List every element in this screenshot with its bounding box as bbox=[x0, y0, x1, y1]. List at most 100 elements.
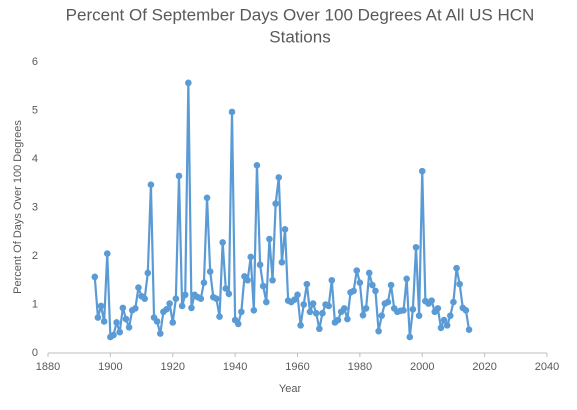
y-tick-label: 2 bbox=[32, 250, 38, 262]
y-tick-label: 1 bbox=[32, 298, 38, 310]
point bbox=[281, 226, 289, 233]
point bbox=[465, 326, 473, 334]
point bbox=[125, 323, 133, 331]
point bbox=[353, 267, 361, 274]
point bbox=[213, 295, 220, 302]
point bbox=[175, 172, 183, 180]
point bbox=[103, 250, 111, 257]
point bbox=[200, 279, 208, 286]
point bbox=[297, 322, 304, 329]
point bbox=[259, 282, 267, 290]
x-tick-label: 2000 bbox=[410, 361, 434, 373]
point bbox=[97, 302, 105, 310]
point bbox=[294, 291, 301, 299]
series-line bbox=[93, 82, 471, 339]
point bbox=[328, 276, 336, 284]
point bbox=[256, 261, 264, 269]
point bbox=[266, 235, 273, 243]
point bbox=[365, 269, 373, 277]
point bbox=[113, 319, 120, 326]
point bbox=[197, 295, 205, 302]
point bbox=[450, 298, 457, 306]
point bbox=[228, 108, 236, 116]
point bbox=[375, 327, 382, 335]
point bbox=[440, 316, 448, 324]
y-tick-label: 0 bbox=[32, 347, 38, 359]
point bbox=[340, 305, 348, 312]
point bbox=[378, 312, 386, 319]
point bbox=[225, 290, 233, 298]
x-tick-label: 1940 bbox=[223, 361, 247, 373]
point bbox=[172, 295, 180, 302]
point bbox=[263, 298, 270, 306]
point bbox=[206, 268, 214, 275]
point bbox=[400, 307, 407, 314]
point bbox=[291, 296, 298, 303]
point bbox=[222, 285, 230, 292]
point bbox=[319, 309, 326, 317]
point bbox=[428, 297, 435, 304]
point bbox=[238, 308, 245, 316]
point bbox=[403, 275, 410, 283]
point bbox=[156, 330, 164, 337]
point bbox=[100, 318, 108, 325]
point bbox=[110, 331, 117, 339]
point bbox=[434, 305, 442, 312]
x-tick-label: 2020 bbox=[472, 361, 496, 373]
point bbox=[312, 309, 320, 317]
point bbox=[119, 304, 127, 312]
point bbox=[409, 306, 417, 313]
y-tick-label: 5 bbox=[32, 104, 38, 116]
point bbox=[234, 320, 242, 328]
point bbox=[135, 284, 142, 291]
point bbox=[412, 243, 420, 251]
point bbox=[359, 311, 367, 319]
point bbox=[250, 307, 258, 314]
point bbox=[456, 280, 463, 288]
point bbox=[372, 287, 379, 295]
point bbox=[453, 264, 460, 272]
point bbox=[169, 319, 177, 326]
x-axis-label: Year bbox=[279, 383, 302, 395]
point bbox=[447, 312, 454, 319]
y-tick-label: 6 bbox=[32, 56, 38, 68]
point bbox=[253, 162, 261, 169]
point bbox=[384, 298, 392, 306]
point bbox=[141, 295, 148, 302]
chart-title: Stations bbox=[269, 27, 330, 46]
point bbox=[144, 269, 152, 277]
x-tick-label: 1880 bbox=[36, 361, 60, 373]
point bbox=[203, 194, 211, 202]
point bbox=[350, 287, 357, 295]
point bbox=[334, 316, 342, 324]
point bbox=[116, 328, 124, 336]
chart-title: Percent Of September Days Over 100 Degre… bbox=[66, 5, 535, 24]
point bbox=[216, 313, 223, 320]
point bbox=[316, 325, 323, 333]
point bbox=[278, 259, 286, 266]
x-tick-label: 1900 bbox=[98, 361, 122, 373]
point bbox=[188, 304, 195, 312]
x-tick-label: 1980 bbox=[348, 361, 372, 373]
y-tick-label: 3 bbox=[32, 201, 38, 213]
point bbox=[178, 302, 186, 310]
point bbox=[418, 167, 426, 175]
point bbox=[309, 300, 317, 307]
point bbox=[247, 253, 255, 261]
point bbox=[91, 273, 99, 281]
point bbox=[387, 281, 395, 289]
point bbox=[325, 302, 332, 310]
point bbox=[244, 276, 251, 284]
x-tick-label: 1920 bbox=[161, 361, 185, 373]
y-axis-label: Percent Of Days Over 100 Degrees bbox=[12, 120, 24, 294]
point bbox=[356, 279, 364, 286]
point bbox=[303, 280, 311, 288]
point bbox=[369, 281, 376, 289]
point bbox=[122, 315, 130, 323]
point bbox=[147, 181, 155, 189]
point bbox=[181, 291, 189, 299]
point bbox=[94, 314, 102, 321]
point bbox=[344, 315, 351, 323]
point bbox=[462, 307, 470, 314]
